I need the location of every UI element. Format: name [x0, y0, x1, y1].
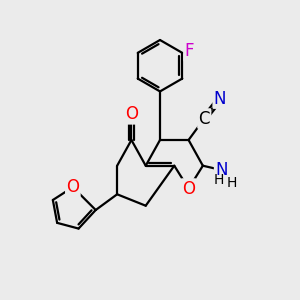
- Text: H: H: [213, 173, 224, 187]
- Text: F: F: [185, 42, 194, 60]
- Text: O: O: [66, 178, 80, 196]
- Text: O: O: [182, 180, 195, 198]
- Text: O: O: [125, 105, 138, 123]
- Text: N: N: [215, 161, 228, 179]
- Text: H: H: [226, 176, 237, 190]
- Text: N: N: [214, 90, 226, 108]
- Text: C: C: [199, 110, 210, 128]
